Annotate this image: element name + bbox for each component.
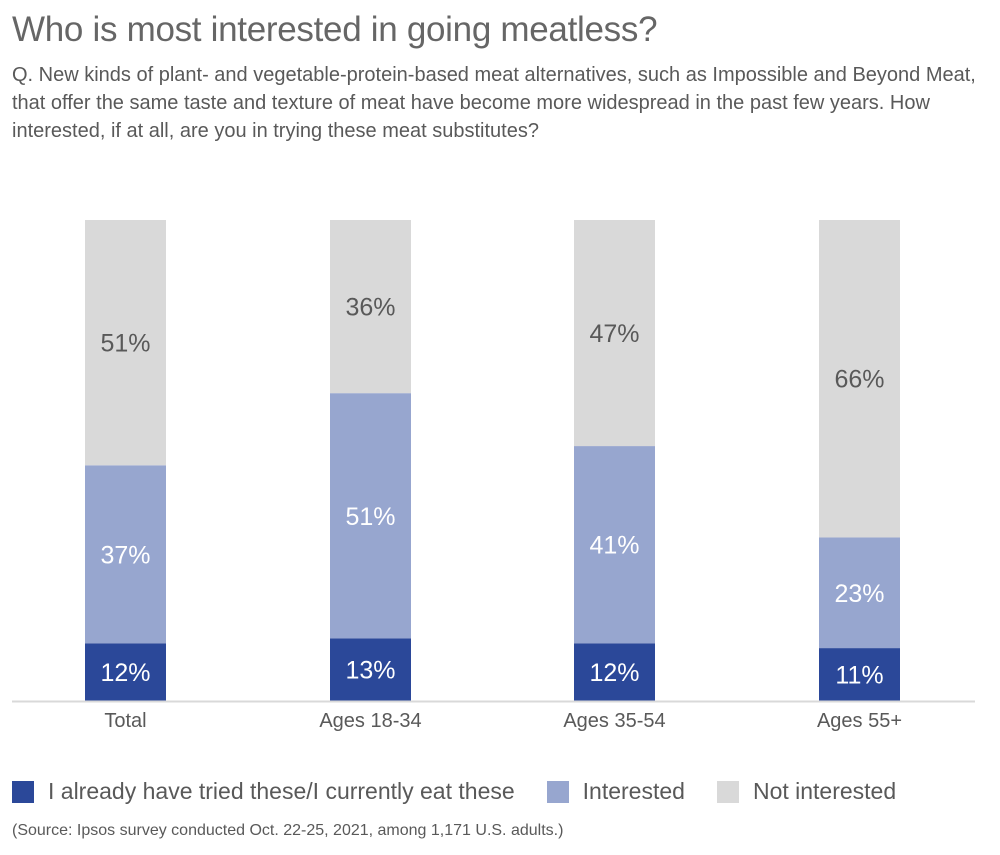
bar-segment-3-1 — [85, 220, 166, 466]
data-label: 51% — [345, 503, 395, 531]
stacked-bar-chart: 12% 37% 51% Total 13% 51% 36% Ages 18-34 12% 41% 4… — [12, 220, 975, 732]
bar-segment-3-2 — [330, 220, 411, 394]
chart-title: Who is most interested in going meatless… — [12, 10, 658, 49]
legend-label-interested: Interested — [582, 778, 685, 804]
legend-item-not-interested: Not interested — [716, 778, 897, 805]
legend-swatch-interested — [546, 780, 569, 803]
legend-swatch-not-interested — [716, 780, 739, 803]
source-note: (Source: Ipsos survey conducted Oct. 22-… — [12, 822, 564, 839]
data-label: 13% — [345, 657, 395, 685]
x-tick-label: Ages 35-54 — [563, 710, 665, 732]
data-label: 11% — [835, 662, 883, 690]
data-label: 51% — [100, 330, 150, 358]
bar-segment-3-4 — [819, 220, 900, 538]
data-label: 12% — [100, 659, 150, 687]
legend: I already have tried these/I currently e… — [12, 778, 928, 805]
legend-item-tried: I already have tried these/I currently e… — [12, 778, 515, 805]
bar-segment-3-3 — [574, 220, 655, 447]
data-label: 37% — [100, 541, 150, 569]
data-label: 36% — [345, 294, 395, 322]
bar-segment-1-3 — [574, 643, 655, 701]
data-label: 47% — [589, 320, 639, 348]
data-label: 12% — [589, 659, 639, 687]
legend-label-tried: I already have tried these/I currently e… — [48, 778, 515, 804]
bar-segment-1-4 — [819, 648, 900, 701]
data-label: 23% — [834, 580, 884, 608]
bar-segment-2-1 — [85, 465, 166, 644]
x-tick-label: Ages 18-34 — [319, 710, 421, 732]
bar-segment-2-2 — [330, 393, 411, 639]
x-tick-label: Total — [104, 710, 146, 732]
bar-segment-2-4 — [819, 537, 900, 649]
legend-swatch-tried — [12, 780, 34, 803]
legend-label-not-interested: Not interested — [752, 778, 897, 804]
bar-segment-1-2 — [330, 638, 411, 701]
bar-segment-1-1 — [85, 643, 166, 701]
bar-segment-2-3 — [574, 446, 655, 644]
legend-item-interested: Interested — [546, 778, 685, 805]
data-label: 66% — [834, 366, 884, 394]
data-label: 41% — [589, 532, 639, 560]
x-tick-label: Ages 55+ — [817, 710, 902, 732]
chart-subtitle: Q. New kinds of plant- and vegetable-pro… — [12, 64, 976, 142]
